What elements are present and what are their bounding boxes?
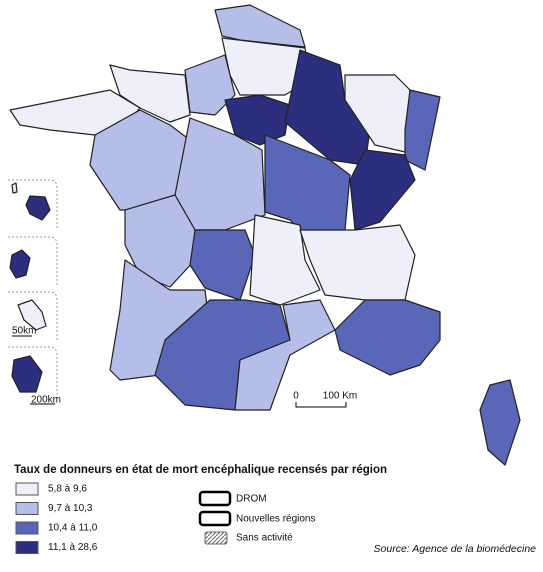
legend-label: 10,4 à 11,0 [48, 523, 98, 534]
legend: 5,8 à 9,6 9,7 à 10,3 10,4 à 11,0 11,1 à 28,… [15, 482, 98, 554]
drom-insets [8, 179, 58, 400]
key-label: Nouvelles régions [236, 514, 316, 525]
scale-label: 100 Km [323, 391, 357, 402]
scale-label: 200km [31, 395, 61, 406]
legend-label: 5,8 à 9,6 [48, 484, 87, 495]
legend-swatch [15, 502, 39, 515]
scale-bar [295, 402, 347, 408]
scale-label: 50km [12, 326, 36, 337]
scale-label: 0 [293, 391, 299, 402]
drom [11, 182, 18, 194]
legend-title: Taux de donneurs en état de mort encépha… [14, 464, 387, 476]
region [404, 89, 441, 171]
drom [25, 195, 51, 221]
inset-frame [8, 346, 58, 400]
key-drom [198, 490, 232, 507]
legend-swatch [15, 521, 39, 535]
inset-frame [8, 291, 58, 340]
key-regions [198, 510, 232, 527]
key-label: Sans activité [236, 533, 293, 544]
region [349, 149, 416, 231]
legend-swatch [15, 541, 39, 554]
key-none [204, 531, 228, 545]
legend-label: 11,1 à 28,6 [48, 542, 98, 553]
region [249, 214, 321, 306]
scale-bars [12, 335, 347, 408]
drom [17, 299, 47, 331]
region [109, 64, 191, 123]
source: Source: Agence de la biomédecine [374, 543, 537, 555]
drom [9, 249, 31, 279]
region [124, 194, 196, 288]
inset-frame [8, 236, 58, 285]
key-label: DROM [236, 494, 267, 505]
legend-label: 9,7 à 10,3 [48, 503, 93, 514]
region [334, 299, 441, 376]
inset-frame [8, 179, 58, 228]
legend-swatch [15, 482, 39, 496]
regions [9, 4, 521, 466]
region [479, 379, 521, 466]
drom [11, 355, 43, 393]
region [214, 4, 306, 48]
